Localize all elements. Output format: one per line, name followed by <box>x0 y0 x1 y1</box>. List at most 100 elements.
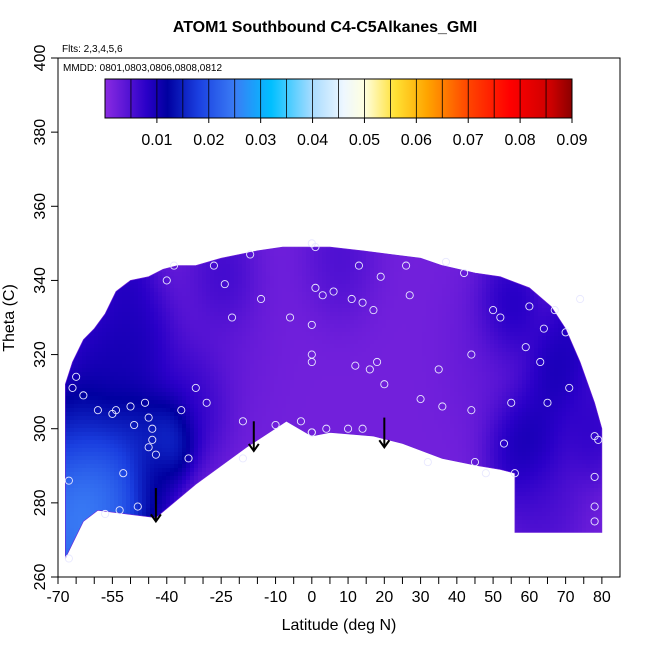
field-cell <box>226 472 231 477</box>
field-cell <box>230 556 235 559</box>
field-cell <box>266 228 270 232</box>
field-cell <box>142 536 147 541</box>
field-cell <box>218 224 222 228</box>
field-cell <box>202 248 207 253</box>
field-cell <box>190 268 195 273</box>
field-cell <box>110 252 115 257</box>
field-cell <box>58 364 62 368</box>
field-cell <box>146 368 151 373</box>
field-cell <box>146 380 151 385</box>
field-cell <box>254 232 258 236</box>
field-cell <box>142 296 147 301</box>
field-cell <box>266 336 271 341</box>
field-cell <box>254 416 259 421</box>
field-cell <box>94 556 99 559</box>
field-cell <box>162 292 167 297</box>
field-cell <box>110 468 115 473</box>
field-cell <box>106 472 111 477</box>
field-cell <box>65 388 67 393</box>
field-cell <box>182 496 187 501</box>
field-cell <box>194 256 199 261</box>
field-cell <box>178 272 183 277</box>
field-cell <box>162 368 167 373</box>
field-cell <box>206 344 211 349</box>
field-cell <box>146 260 151 265</box>
field-cell <box>86 252 91 257</box>
field-cell <box>206 444 211 449</box>
field-cell <box>98 536 103 541</box>
field-cell <box>178 556 183 559</box>
field-cell <box>110 348 115 353</box>
field-cell <box>126 324 131 329</box>
field-cell <box>218 480 223 485</box>
field-cell <box>198 488 203 493</box>
field-cell <box>138 564 142 568</box>
field-cell <box>194 544 199 549</box>
field-cell <box>106 236 110 240</box>
field-cell <box>274 280 279 285</box>
field-cell <box>190 556 195 559</box>
field-cell <box>86 264 91 269</box>
field-cell <box>130 524 135 529</box>
field-cell <box>118 516 123 521</box>
field-cell <box>210 552 215 557</box>
field-cell <box>150 388 155 393</box>
field-cell <box>126 232 130 236</box>
field-cell <box>198 368 203 373</box>
field-cell <box>210 304 215 309</box>
field-cell <box>122 524 127 529</box>
field-cell <box>102 232 106 236</box>
field-cell <box>130 572 134 576</box>
field-cell <box>234 532 239 537</box>
field-cell <box>270 552 275 557</box>
field-cell <box>82 536 87 541</box>
field-cell <box>58 312 62 316</box>
field-cell <box>90 400 95 405</box>
field-cell <box>142 568 146 572</box>
field-cell <box>114 280 119 285</box>
field-cell <box>246 360 251 365</box>
field-cell <box>278 280 283 285</box>
field-cell <box>230 384 235 389</box>
field-cell <box>278 300 283 305</box>
field-cell <box>146 228 150 232</box>
field-cell <box>210 336 215 341</box>
field-cell <box>238 548 243 553</box>
field-cell <box>114 572 118 576</box>
field-cell <box>270 492 275 497</box>
field-cell <box>142 336 147 341</box>
field-cell <box>214 260 219 265</box>
field-cell <box>134 560 138 564</box>
field-cell <box>186 552 191 557</box>
field-cell <box>266 236 270 240</box>
field-cell <box>146 376 151 381</box>
field-cell <box>230 464 235 469</box>
field-cell <box>98 520 103 525</box>
field-cell <box>166 247 171 249</box>
field-cell <box>250 324 255 329</box>
field-cell <box>254 568 258 572</box>
field-cell <box>278 304 283 309</box>
field-cell <box>178 560 182 564</box>
field-cell <box>270 428 275 433</box>
field-cell <box>66 232 70 236</box>
field-cell <box>158 264 163 269</box>
field-cell <box>222 476 227 481</box>
field-cell <box>254 364 259 369</box>
field-cell <box>182 252 187 257</box>
field-cell <box>242 292 247 297</box>
field-cell <box>182 372 187 377</box>
field-cell <box>246 348 251 353</box>
field-cell <box>126 372 131 377</box>
field-cell <box>150 488 155 493</box>
field-cell <box>130 392 135 397</box>
field-cell <box>186 408 191 413</box>
field-cell <box>166 232 170 236</box>
field-cell <box>270 408 275 413</box>
field-cell <box>102 544 107 549</box>
field-cell <box>114 420 119 425</box>
field-cell <box>226 264 231 269</box>
field-cell <box>234 424 239 429</box>
field-cell <box>218 380 223 385</box>
field-cell <box>210 568 214 572</box>
